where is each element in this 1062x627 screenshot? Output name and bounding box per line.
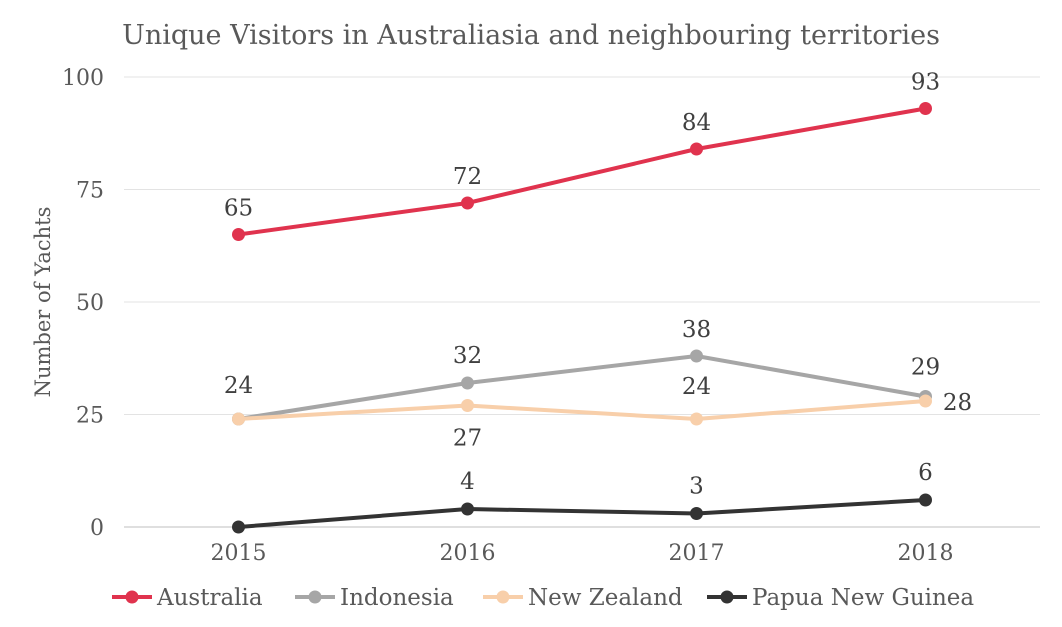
series-lines [232, 102, 932, 534]
series-line-australia [236, 106, 928, 237]
data-label-new-zealand-2018: 28 [943, 390, 972, 416]
data-label-new-zealand-2016: 27 [453, 426, 482, 452]
point-australia-2015 [232, 228, 245, 241]
point-indonesia-2016 [461, 376, 474, 390]
y-tick-label-25: 25 [76, 404, 104, 429]
legend-label-australia: Australia [156, 585, 263, 611]
data-label-papua-new-guinea-2018: 6 [918, 460, 933, 486]
legend-marker-australia [125, 590, 139, 604]
gridlines [124, 76, 1040, 528]
legend: Australia Indonesia New Zealand Papua New G… [112, 585, 974, 611]
point-papua-new-guinea-2017 [690, 507, 703, 520]
y-tick-label-75: 75 [76, 179, 104, 204]
data-label-indonesia-2018: 29 [911, 355, 940, 381]
data-label-new-zealand-2017: 24 [682, 374, 711, 400]
data-label-papua-new-guinea-2017: 3 [689, 474, 704, 500]
legend-marker-indonesia [308, 590, 322, 604]
point-new-zealand-2017 [690, 412, 703, 426]
y-tick-label-50: 50 [76, 291, 104, 316]
point-indonesia-2017 [690, 349, 703, 363]
chart-title: Unique Visitors in Australiasia and neig… [122, 20, 940, 51]
x-tick-label-2015: 2015 [211, 541, 267, 566]
data-label-australia-2017: 84 [682, 110, 711, 136]
point-australia-2016 [461, 196, 474, 210]
data-label-australia-2016: 72 [453, 164, 482, 190]
x-tick-label-2017: 2017 [669, 541, 725, 566]
legend-marker-papua-new-guinea [720, 590, 734, 604]
legend-label-indonesia: Indonesia [340, 585, 454, 611]
y-tick-label-100: 100 [62, 66, 104, 91]
point-new-zealand-2016 [461, 399, 474, 412]
data-label-papua-new-guinea-2016: 4 [460, 469, 475, 495]
x-tick-labels: 2015 2016 2017 2018 [211, 541, 954, 566]
x-tick-label-2016: 2016 [440, 541, 496, 566]
series-line-new-zealand [236, 399, 928, 421]
series-line-papua-new-guinea [236, 498, 928, 529]
data-label-indonesia-2016: 32 [453, 343, 482, 369]
legend-marker-new-zealand [496, 590, 510, 604]
point-australia-2017 [690, 142, 703, 156]
legend-label-new-zealand: New Zealand [528, 585, 683, 611]
point-papua-new-guinea-2015 [232, 520, 245, 534]
data-label-australia-2018: 93 [911, 70, 940, 96]
data-labels: 65 72 84 93 24 32 38 29 27 24 28 4 3 6 [224, 70, 972, 500]
x-tick-label-2018: 2018 [898, 541, 954, 566]
data-label-indonesia-2017: 38 [682, 317, 711, 343]
y-tick-labels: 0 25 50 75 100 [62, 66, 104, 541]
point-australia-2018 [919, 102, 932, 115]
legend-label-papua-new-guinea: Papua New Guinea [752, 585, 974, 611]
data-label-australia-2015: 65 [224, 196, 253, 222]
point-new-zealand-2015 [232, 412, 245, 426]
point-papua-new-guinea-2018 [919, 493, 932, 507]
point-papua-new-guinea-2016 [461, 502, 474, 516]
y-tick-label-0: 0 [90, 516, 104, 541]
data-label-indonesia-2015: 24 [224, 373, 253, 399]
y-axis-label: Number of Yachts [31, 207, 55, 398]
series-line-indonesia [236, 354, 928, 421]
point-new-zealand-2018 [919, 394, 932, 408]
